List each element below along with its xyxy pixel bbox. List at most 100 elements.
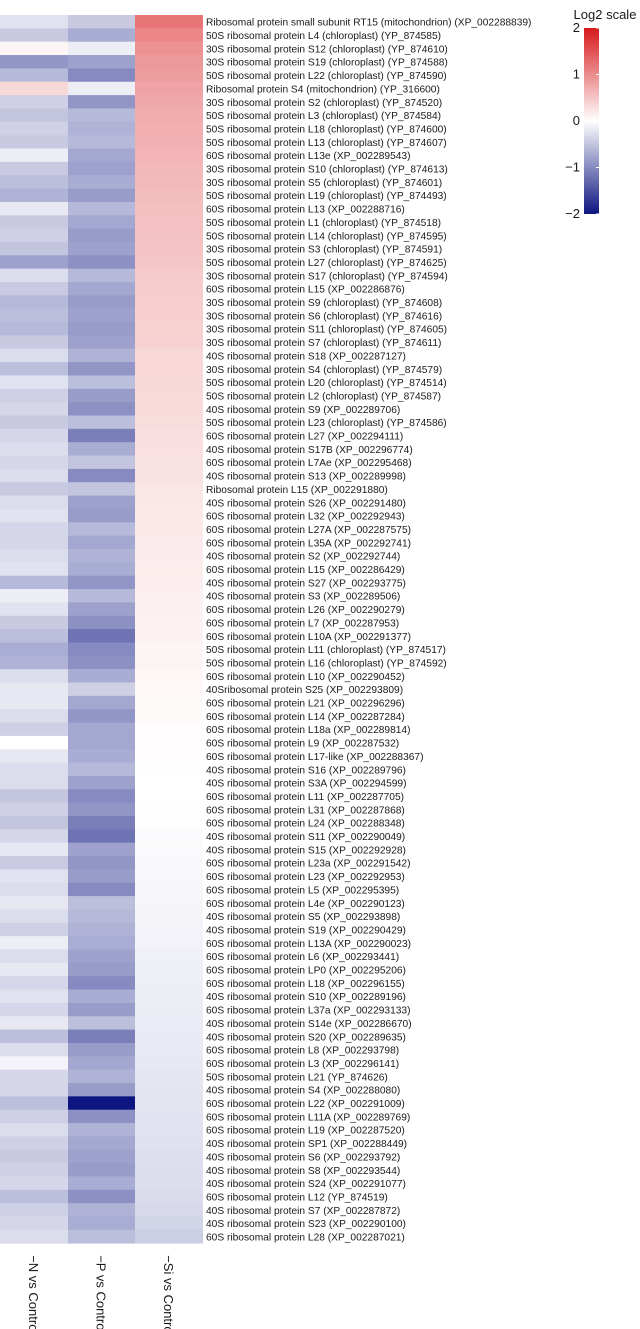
heatmap-cell bbox=[68, 41, 135, 56]
heatmap-cell bbox=[68, 201, 135, 216]
row-label: 40Sribosomal protein S25 (XP_002293809) bbox=[206, 685, 403, 696]
heatmap-cell bbox=[68, 375, 135, 390]
heatmap-cell bbox=[0, 775, 68, 790]
heatmap-cell bbox=[135, 28, 203, 43]
heatmap-cell bbox=[0, 922, 68, 937]
heatmap-cell bbox=[0, 1149, 68, 1164]
heatmap-cell bbox=[135, 695, 203, 710]
heatmap-cell bbox=[0, 41, 68, 56]
heatmap-cell bbox=[0, 1189, 68, 1204]
legend-tick-label: −1 bbox=[565, 160, 580, 175]
row-label: 60S ribosomal protein L28 (XP_002287021) bbox=[206, 1233, 405, 1244]
row-label: 50S ribosomal protein L16 (chloroplast) … bbox=[206, 658, 447, 669]
heatmap-cell bbox=[0, 762, 68, 777]
heatmap-cell bbox=[0, 789, 68, 804]
row-label: 60S ribosomal protein L13A (XP_002290023… bbox=[206, 939, 411, 950]
row-label: 60S ribosomal protein L14 (XP_002287284) bbox=[206, 712, 405, 723]
row-label: 50S ribosomal protein L27 (chloroplast) … bbox=[206, 258, 447, 269]
heatmap-cell bbox=[68, 68, 135, 83]
heatmap-cell bbox=[135, 976, 203, 990]
heatmap-cell bbox=[135, 829, 203, 844]
heatmap-cell bbox=[68, 1163, 135, 1177]
heatmap-cell bbox=[0, 615, 68, 630]
heatmap-cell bbox=[0, 1136, 68, 1151]
heatmap-cell bbox=[135, 882, 203, 897]
heatmap-cell bbox=[68, 629, 135, 643]
heatmap-cell bbox=[68, 936, 135, 950]
heatmap-cell bbox=[0, 1096, 68, 1111]
heatmap-cell bbox=[135, 615, 203, 630]
heatmap-cell bbox=[68, 989, 135, 1004]
heatmap-cell bbox=[68, 335, 135, 350]
heatmap-cell bbox=[0, 1123, 68, 1137]
column-label: −N vs Control bbox=[26, 1255, 41, 1329]
heatmap-cell bbox=[68, 949, 135, 964]
heatmap-cell bbox=[0, 121, 68, 136]
heatmap-cell bbox=[135, 682, 203, 697]
heatmap-cell bbox=[68, 348, 135, 363]
row-label: 60S ribosomal protein LP0 (XP_002295206) bbox=[206, 966, 406, 977]
heatmap-cell bbox=[135, 549, 203, 563]
row-label: 30S ribosomal protein S9 (chloroplast) (… bbox=[206, 298, 442, 309]
heatmap-cell bbox=[0, 949, 68, 964]
heatmap-cell bbox=[68, 856, 135, 870]
row-label: 60S ribosomal protein L21 (XP_002296296) bbox=[206, 699, 405, 710]
heatmap-cell bbox=[0, 1083, 68, 1097]
heatmap-cell bbox=[0, 148, 68, 163]
heatmap-cell bbox=[135, 442, 203, 456]
row-label: 60S ribosomal protein L10 (XP_002290452) bbox=[206, 672, 405, 683]
legend-title: Log2 scale bbox=[574, 7, 637, 22]
heatmap-cell bbox=[135, 108, 203, 123]
heatmap-cell bbox=[68, 709, 135, 723]
heatmap-cell bbox=[68, 175, 135, 189]
heatmap-cell bbox=[135, 1096, 203, 1111]
heatmap-cell bbox=[0, 322, 68, 336]
heatmap-cell bbox=[0, 161, 68, 176]
heatmap-cell bbox=[135, 856, 203, 870]
heatmap-cell bbox=[135, 348, 203, 363]
heatmap-cell bbox=[0, 95, 68, 109]
heatmap-cell bbox=[135, 789, 203, 804]
heatmap-cell bbox=[135, 495, 203, 510]
heatmap-cell bbox=[68, 575, 135, 590]
row-label: 60S ribosomal protein L7 (XP_002287953) bbox=[206, 618, 399, 629]
row-label: 40S ribosomal protein SP1 (XP_002288449) bbox=[206, 1139, 407, 1150]
heatmap-cell bbox=[135, 241, 203, 256]
heatmap-cell bbox=[0, 468, 68, 483]
heatmap-cell bbox=[68, 749, 135, 763]
heatmap-cell bbox=[0, 522, 68, 537]
row-label: 50S ribosomal protein L2 (chloroplast) (… bbox=[206, 391, 441, 402]
heatmap-cell bbox=[135, 522, 203, 537]
row-label: 60S ribosomal protein L10A (XP_002291377… bbox=[206, 632, 411, 643]
row-label: 30S ribosomal protein S19 (chloroplast) … bbox=[206, 58, 448, 69]
row-label: 50S ribosomal protein L21 (YP_874626) bbox=[206, 1072, 388, 1083]
heatmap-cell bbox=[68, 1176, 135, 1191]
heatmap-cell bbox=[0, 589, 68, 603]
heatmap-cell bbox=[135, 655, 203, 670]
heatmap-cell bbox=[0, 428, 68, 443]
heatmap-cell bbox=[135, 1203, 203, 1217]
column-labels: −N vs Control −P vs Control −Si vs Control bbox=[26, 1255, 176, 1329]
heatmap-cell bbox=[0, 28, 68, 43]
heatmap-cell bbox=[0, 348, 68, 363]
heatmap-cell bbox=[0, 108, 68, 123]
heatmap-cell bbox=[0, 175, 68, 189]
heatmap-cell bbox=[68, 81, 135, 96]
heatmap-cell bbox=[0, 1216, 68, 1231]
heatmap-cell bbox=[0, 282, 68, 296]
heatmap-cell bbox=[68, 415, 135, 430]
heatmap-cell bbox=[0, 735, 68, 750]
heatmap-cell bbox=[135, 1176, 203, 1191]
heatmap-cell bbox=[68, 1083, 135, 1097]
heatmap-cell bbox=[68, 1136, 135, 1151]
heatmap-cell bbox=[0, 255, 68, 270]
heatmap-cell bbox=[135, 722, 203, 737]
row-label: 50S ribosomal protein L3 (chloroplast) (… bbox=[206, 111, 441, 122]
row-label: 60S ribosomal protein L5 (XP_002295395) bbox=[206, 885, 399, 896]
row-label: 60S ribosomal protein L11A (XP_002289769… bbox=[206, 1112, 410, 1123]
heatmap-cell bbox=[68, 842, 135, 857]
heatmap-cell bbox=[0, 1109, 68, 1124]
heatmap-cell bbox=[68, 869, 135, 884]
heatmap-cell bbox=[0, 495, 68, 510]
heatmap-cell bbox=[0, 856, 68, 870]
